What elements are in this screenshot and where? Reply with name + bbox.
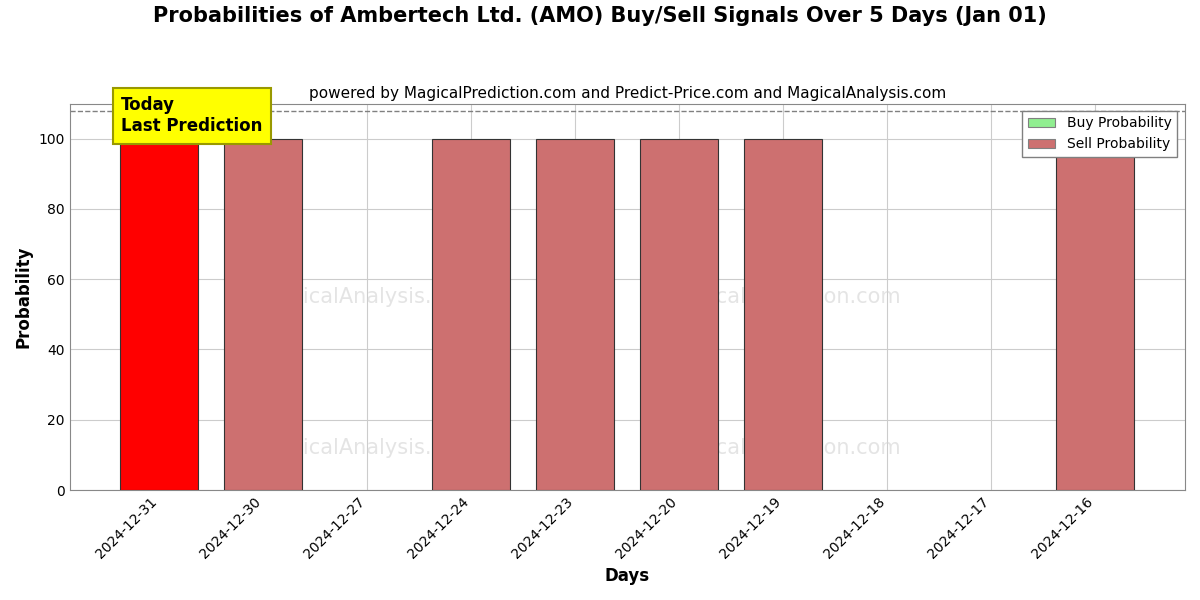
Title: powered by MagicalPrediction.com and Predict-Price.com and MagicalAnalysis.com: powered by MagicalPrediction.com and Pre… [308,86,946,101]
Bar [744,139,822,490]
Bar [432,139,510,490]
Y-axis label: Probability: Probability [14,245,34,348]
Text: MagicalPrediction.com: MagicalPrediction.com [666,287,901,307]
Bar [1056,139,1134,490]
Bar [120,139,198,490]
Bar [536,139,614,490]
Text: MagicalAnalysis.com: MagicalAnalysis.com [259,287,476,307]
Text: Today
Last Prediction: Today Last Prediction [121,97,263,135]
X-axis label: Days: Days [605,567,650,585]
Legend: Buy Probability, Sell Probability: Buy Probability, Sell Probability [1022,111,1177,157]
Text: Probabilities of Ambertech Ltd. (AMO) Buy/Sell Signals Over 5 Days (Jan 01): Probabilities of Ambertech Ltd. (AMO) Bu… [154,6,1046,26]
Bar [224,139,302,490]
Bar [641,139,719,490]
Text: MagicalAnalysis.com: MagicalAnalysis.com [259,438,476,458]
Text: MagicalPrediction.com: MagicalPrediction.com [666,438,901,458]
